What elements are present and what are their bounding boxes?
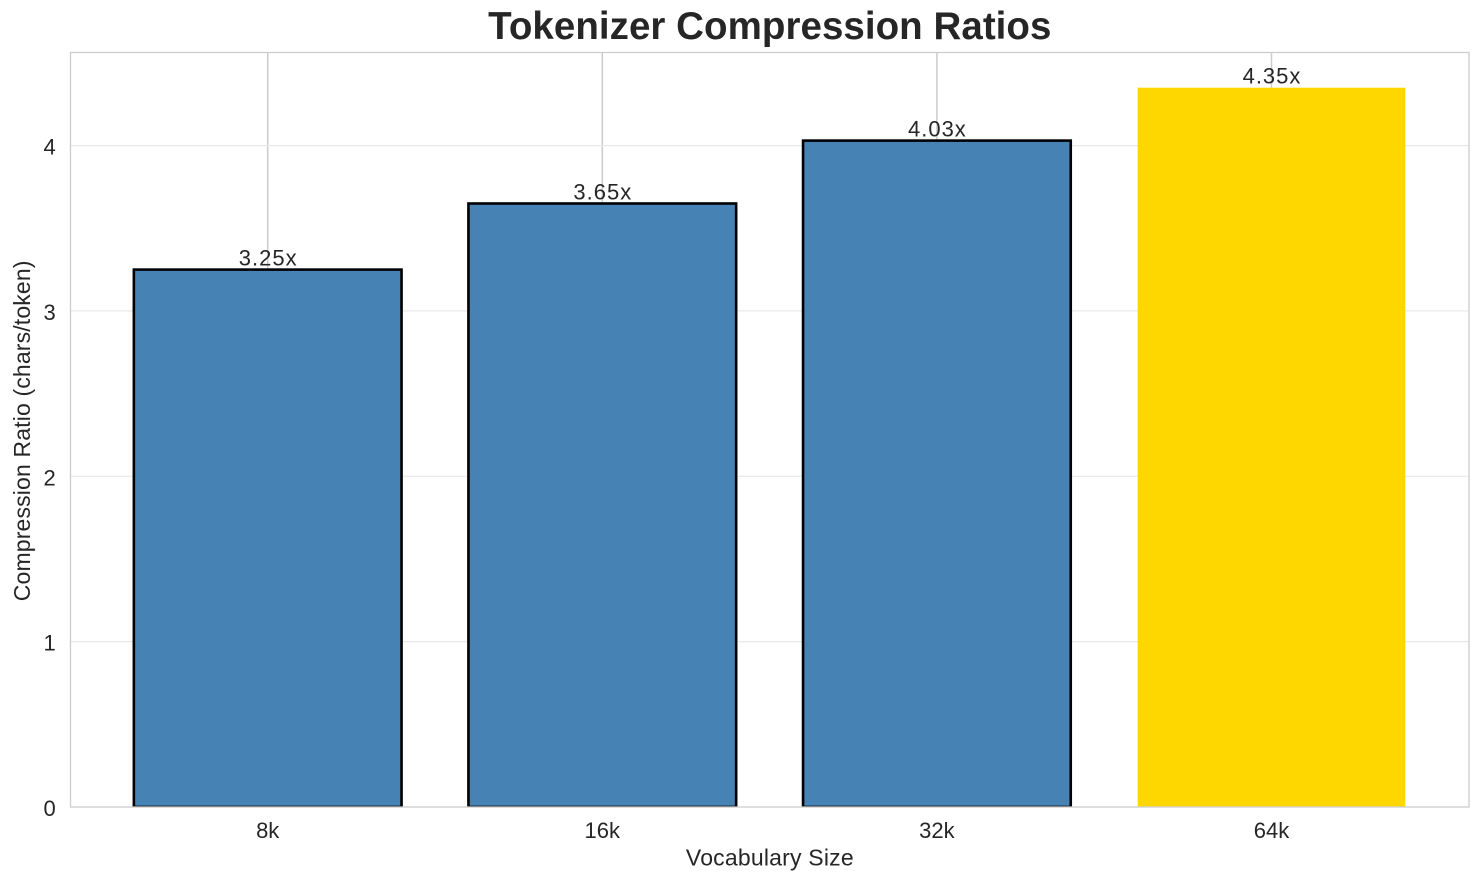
svg-text:8k: 8k [256, 818, 280, 843]
svg-text:16k: 16k [585, 818, 621, 843]
svg-text:3.65x: 3.65x [573, 179, 632, 204]
svg-text:Compression Ratio (chars/token: Compression Ratio (chars/token) [9, 260, 35, 601]
svg-text:64k: 64k [1254, 818, 1290, 843]
svg-text:4.03x: 4.03x [908, 116, 967, 141]
svg-text:3.25x: 3.25x [239, 245, 298, 270]
svg-text:4: 4 [44, 135, 56, 160]
svg-text:2: 2 [44, 465, 56, 490]
svg-text:1: 1 [44, 631, 56, 656]
svg-text:32k: 32k [919, 818, 955, 843]
svg-text:3: 3 [44, 300, 56, 325]
svg-text:4.35x: 4.35x [1243, 64, 1302, 89]
svg-text:Tokenizer Compression Ratios: Tokenizer Compression Ratios [488, 5, 1051, 48]
svg-text:0: 0 [44, 796, 56, 821]
svg-text:Vocabulary Size: Vocabulary Size [686, 844, 854, 870]
